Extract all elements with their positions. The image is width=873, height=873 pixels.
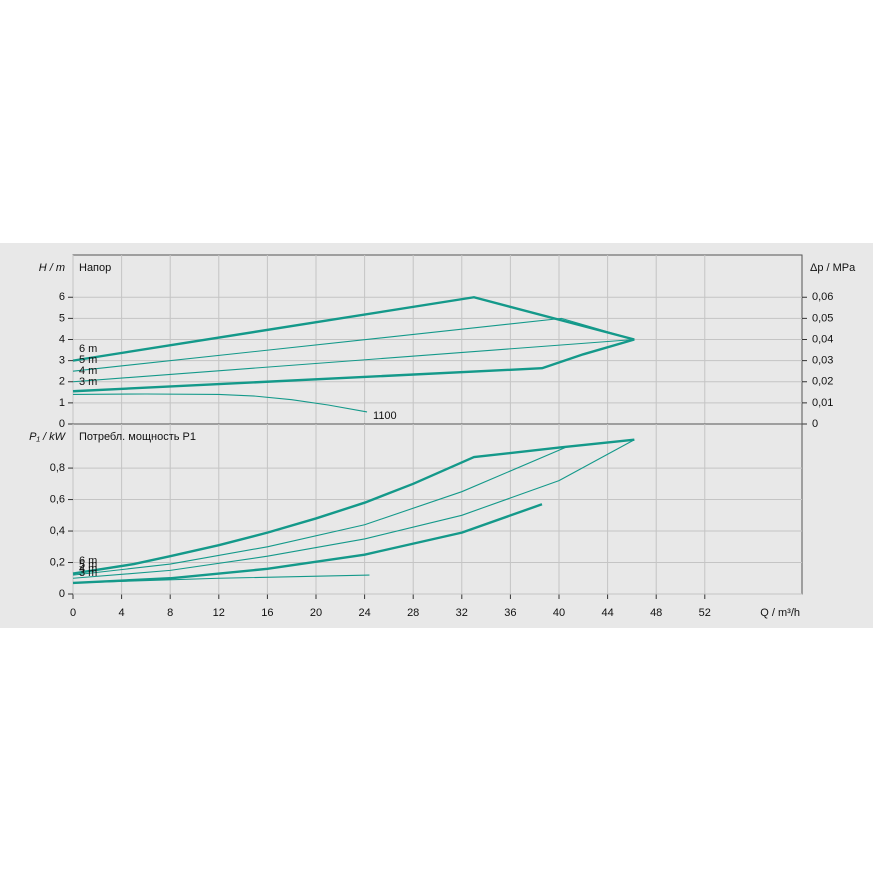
y-tick-label: 0,6	[50, 493, 65, 505]
y-tick-label: 3	[59, 355, 65, 367]
y-tick-label: 1	[59, 397, 65, 409]
x-tick-label: 16	[261, 607, 273, 619]
series-label: 3 m	[79, 567, 97, 579]
y2-tick-label: 0,01	[812, 397, 833, 409]
series-label: 5 m	[79, 354, 97, 366]
series-label: 4 m	[79, 365, 97, 377]
x-tick-label: 4	[119, 607, 125, 619]
x-tick-label: 48	[650, 607, 662, 619]
y-axis-label: P₁ / kW	[29, 431, 66, 443]
y2-tick-label: 0,02	[812, 376, 833, 388]
x-tick-label: 28	[407, 607, 419, 619]
x-tick-label: 20	[310, 607, 322, 619]
series-label: 1100	[373, 410, 397, 422]
curve	[72, 438, 635, 575]
curve	[72, 574, 370, 584]
x-tick-label: 36	[504, 607, 516, 619]
curve	[72, 447, 566, 576]
y2-tick-label: 0,06	[812, 291, 833, 303]
series-label: 6 m	[79, 343, 97, 355]
chart-title: Напор	[79, 262, 111, 274]
curve	[72, 296, 635, 362]
y2-axis-label: Δp / MPa	[810, 262, 856, 274]
y-tick-label: 5	[59, 312, 65, 324]
chart-title: Потребл. мощность P1	[79, 431, 196, 443]
x-tick-label: 24	[358, 607, 370, 619]
curve	[72, 439, 635, 579]
y-tick-label: 2	[59, 376, 65, 388]
y2-tick-label: 0	[812, 418, 818, 430]
x-tick-label: 12	[213, 607, 225, 619]
curve	[72, 393, 368, 413]
y2-tick-label: 0,04	[812, 333, 833, 345]
y-axis-label: H / m	[39, 262, 65, 274]
x-tick-label: 52	[699, 607, 711, 619]
x-tick-label: 8	[167, 607, 173, 619]
series-label: 5 m	[79, 559, 97, 571]
y2-tick-label: 0,03	[812, 355, 833, 367]
curve	[72, 338, 635, 393]
series-label: 6 m	[79, 555, 97, 567]
x-tick-label: 40	[553, 607, 565, 619]
y-tick-label: 6	[59, 291, 65, 303]
panel	[0, 243, 873, 628]
x-axis-label: Q / m³/h	[760, 607, 800, 619]
y-tick-label: 0	[59, 588, 65, 600]
y2-tick-label: 0,05	[812, 312, 833, 324]
x-tick-label: 44	[601, 607, 613, 619]
x-tick-label: 0	[70, 607, 76, 619]
curve	[72, 503, 543, 585]
y-tick-label: 0,2	[50, 556, 65, 568]
y-tick-label: 4	[59, 333, 65, 345]
curve	[72, 317, 635, 372]
y-tick-label: 0	[59, 418, 65, 430]
series-label: 3 m	[79, 376, 97, 388]
series-label: 4 m	[79, 563, 97, 575]
curve	[72, 338, 635, 383]
y-tick-label: 0,8	[50, 462, 65, 474]
x-tick-label: 32	[456, 607, 468, 619]
y-tick-label: 0,4	[50, 525, 65, 537]
